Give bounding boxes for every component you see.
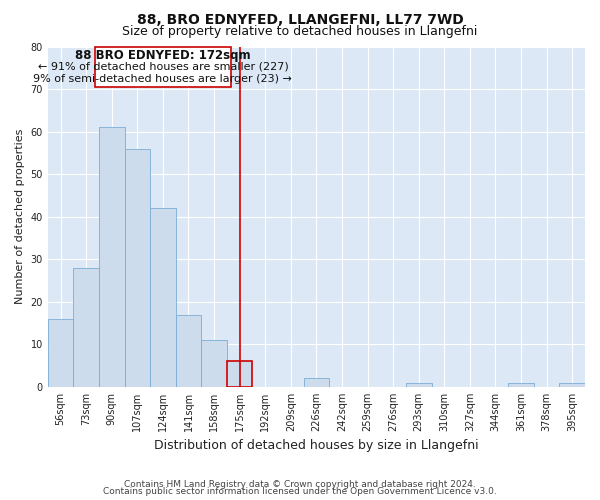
- Text: Contains public sector information licensed under the Open Government Licence v3: Contains public sector information licen…: [103, 487, 497, 496]
- Bar: [48, 319, 73, 387]
- Bar: [406, 382, 431, 387]
- Text: Contains HM Land Registry data © Crown copyright and database right 2024.: Contains HM Land Registry data © Crown c…: [124, 480, 476, 489]
- FancyBboxPatch shape: [95, 46, 230, 87]
- Y-axis label: Number of detached properties: Number of detached properties: [15, 129, 25, 304]
- Text: ← 91% of detached houses are smaller (227): ← 91% of detached houses are smaller (22…: [38, 62, 288, 72]
- Bar: [508, 382, 534, 387]
- Text: Size of property relative to detached houses in Llangefni: Size of property relative to detached ho…: [122, 25, 478, 38]
- Bar: [176, 314, 201, 387]
- Text: 9% of semi-detached houses are larger (23) →: 9% of semi-detached houses are larger (2…: [34, 74, 292, 84]
- Bar: [559, 382, 585, 387]
- Bar: [201, 340, 227, 387]
- Bar: [99, 128, 125, 387]
- Bar: [304, 378, 329, 387]
- Text: 88, BRO EDNYFED, LLANGEFNI, LL77 7WD: 88, BRO EDNYFED, LLANGEFNI, LL77 7WD: [137, 12, 463, 26]
- Text: 88 BRO EDNYFED: 172sqm: 88 BRO EDNYFED: 172sqm: [75, 48, 251, 62]
- Bar: [227, 362, 253, 387]
- Bar: [73, 268, 99, 387]
- Bar: [150, 208, 176, 387]
- X-axis label: Distribution of detached houses by size in Llangefni: Distribution of detached houses by size …: [154, 440, 479, 452]
- Bar: [125, 148, 150, 387]
